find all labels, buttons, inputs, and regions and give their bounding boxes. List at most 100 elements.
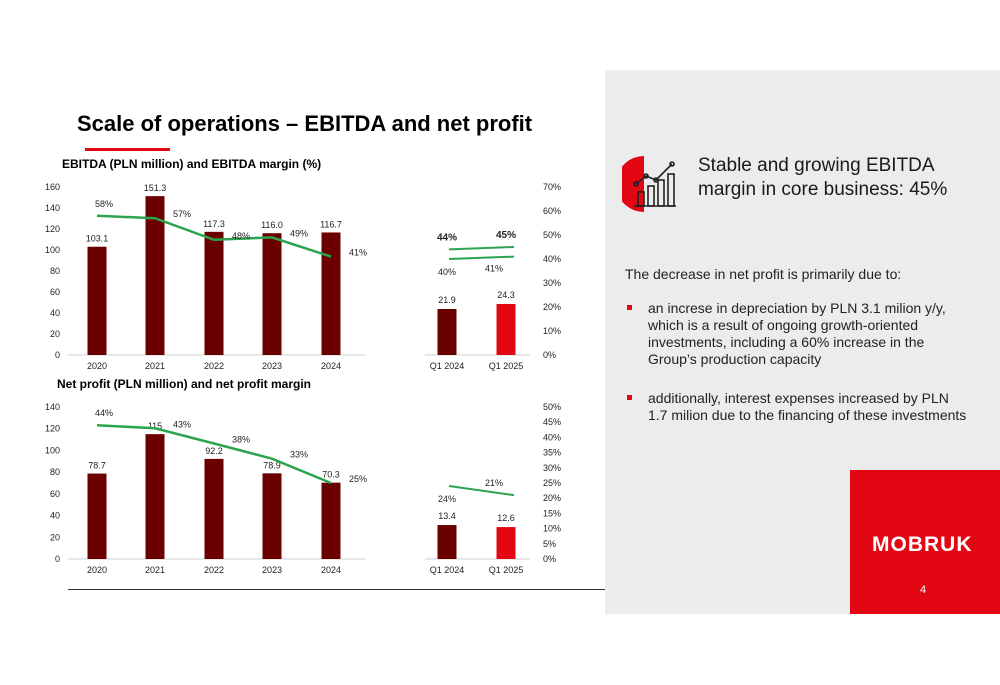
y2-tick-label: 50% [543,402,561,412]
growth-chart-icon [616,154,682,214]
margin-line [448,485,515,497]
y2-tick-label: 40% [543,254,561,264]
page-number: 4 [920,584,927,596]
bar-value-label: 24.3 [497,290,515,300]
bar [496,303,516,355]
y-tick-label: 140 [45,203,60,213]
core-margin-label: 45% [496,230,516,241]
margin-label: 49% [290,228,308,238]
y-tick-label: 0 [55,350,60,360]
bar-value-label: 117.3 [203,219,225,229]
logo-box [850,470,1000,614]
bullet-text: additionally, interest expenses increase… [648,390,967,423]
bar-value-label: 70.3 [322,470,340,480]
category-label: 2020 [87,361,107,371]
bar-value-label: 21.9 [438,295,456,305]
bar-value-label: 12.6 [497,513,515,523]
bar [204,458,224,559]
charts-canvas: 0 20 40 60 80 100 120 140 160 0% 10% 20% 30% 40% 50% 60… [45,182,561,575]
y2-tick-label: 20% [543,493,561,503]
category-label: Q1 2024 [430,361,465,371]
bar-value-label: 78.9 [263,460,281,470]
y-tick-label: 60 [50,287,60,297]
y-tick-label: 140 [45,402,60,412]
y-tick-label: 40 [50,511,60,521]
bullet-text: an increse in depreciation by PLN 3.1 mi… [648,300,946,367]
bullet-item: additionally, interest expenses increase… [625,390,970,424]
intro-text: The decrease in net profit is primarily … [625,266,902,282]
margin-line [96,214,332,258]
bar [262,473,282,559]
bar-value-label: 78.7 [88,461,106,471]
y2-tick-label: 50% [543,230,561,240]
y2-tick-label: 15% [543,508,561,518]
net-profit-chart-title: Net profit (PLN million) and net profit … [57,377,311,391]
bar [87,246,107,355]
category-label: 2023 [262,565,282,575]
bar-value-label: 92.2 [205,446,223,456]
y2-tick-label: 40% [543,432,561,442]
category-label: Q1 2024 [430,565,465,575]
bullet-list: an increse in depreciation by PLN 3.1 mi… [625,300,970,446]
y2-tick-label: 10% [543,326,561,336]
bar-value-label: 151.3 [144,183,167,193]
y-tick-label: 0 [55,554,60,564]
margin-label: 38% [232,434,250,444]
bar-value-label: 116.7 [320,219,342,229]
bar [204,231,224,355]
y2-tick-label: 60% [543,206,561,216]
y-tick-label: 120 [45,224,60,234]
bar [87,473,107,559]
margin-label: 58% [95,199,113,209]
bar [262,233,282,355]
bar [437,525,457,559]
bottom-divider [68,589,808,590]
y2-tick-label: 30% [543,463,561,473]
bar-value-label: 103.1 [86,234,109,244]
category-label: 2021 [145,565,165,575]
ebitda-chart-title: EBITDA (PLN million) and EBITDA margin (… [62,157,322,171]
category-label: 2021 [145,361,165,371]
bar [145,196,165,355]
core-margin-label: 44% [437,232,457,243]
y2-tick-label: 70% [543,182,561,192]
category-label: Q1 2025 [489,565,524,575]
y2-tick-label: 5% [543,539,556,549]
margin-label: 44% [95,408,113,418]
y2-tick-label: 0% [543,350,556,360]
bar-value-label: 115 [148,421,162,431]
margin-label: 48% [232,231,250,241]
y-tick-label: 40 [50,308,60,318]
y2-tick-label: 0% [543,554,556,564]
margin-label: 41% [485,264,503,274]
core-margin-line [448,246,515,251]
y2-tick-label: 20% [543,302,561,312]
y2-tick-label: 30% [543,278,561,288]
bar [321,232,341,355]
y2-tick-label: 10% [543,524,561,534]
category-label: 2020 [87,565,107,575]
category-label: 2024 [321,361,341,371]
y2-tick-label: 25% [543,478,561,488]
margin-label: 40% [438,267,456,277]
y-tick-label: 100 [45,445,60,455]
margin-label: 57% [173,209,191,219]
category-label: 2023 [262,361,282,371]
y-tick-label: 80 [50,467,60,477]
category-label: Q1 2025 [489,361,524,371]
margin-label: 24% [438,494,456,504]
margin-label: 25% [349,474,367,484]
y-tick-label: 60 [50,489,60,499]
bar [496,527,516,559]
category-label: 2022 [204,361,224,371]
bar [321,482,341,559]
bar [145,434,165,559]
bullet-item: an increse in depreciation by PLN 3.1 mi… [625,300,970,368]
bar-value-label: 116.0 [261,220,283,230]
margin-label: 21% [485,478,503,488]
title-underline [85,148,170,151]
y-tick-label: 100 [45,245,60,255]
bar-value-label: 13.4 [438,511,456,521]
margin-label: 41% [349,248,367,258]
page-title: Scale of operations – EBITDA and net pro… [77,111,533,136]
